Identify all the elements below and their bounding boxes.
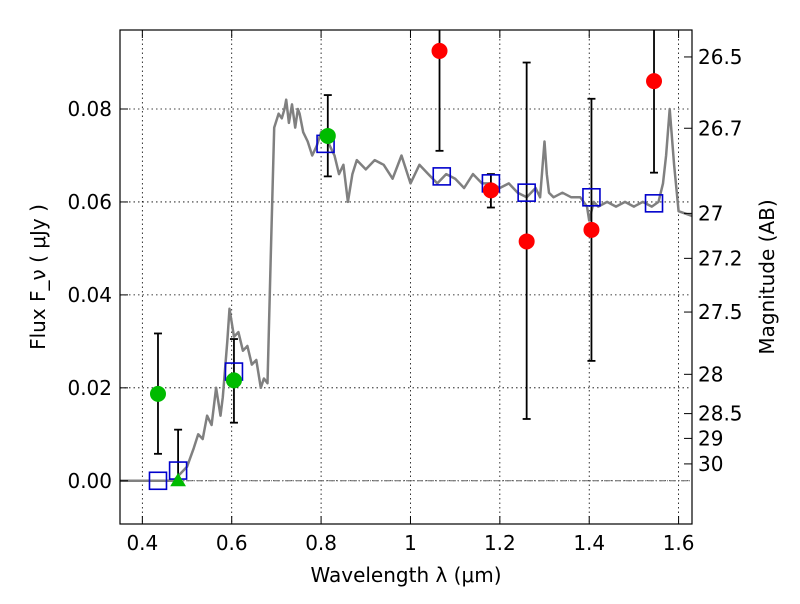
axis-tick-labels: 0.4 0.6 0.8 1 1.2 1.4 1.6 0.00 0.02 0.04 0.06 0.08 2… [67,45,742,555]
red-circle-marker [583,221,600,238]
green-circle-marker [225,372,242,389]
error-bars [153,30,659,482]
model-square-marker [644,194,664,213]
model-square-marker [148,471,168,491]
model-square-marker [517,183,536,202]
red-circle-marker [646,73,663,90]
green-circle-marker [319,127,336,144]
y2-tick-label: 26.5 [698,45,743,69]
plot-frame [119,29,693,525]
x-tick-label: 0.4 [126,531,158,555]
y2-axis-label: Magnitude (AB) [755,199,779,354]
y-tick-label: 0.00 [67,469,112,493]
y2-tick-label: 27.5 [698,300,743,324]
y-tick-label: 0.06 [67,190,112,214]
red-circle-marker [482,182,499,199]
y2-tick-label: 28 [698,362,723,386]
y2-tick-label: 26.7 [698,116,743,140]
y2-tick-label: 29 [698,426,723,450]
x-axis-label: Wavelength λ (μm) [310,563,501,587]
y2-tick-label: 27.2 [698,246,743,270]
y-tick-label: 0.02 [67,376,112,400]
green-circle-marker [149,385,166,402]
y-axis-label: Flux F_ν ( μJy ) [26,204,50,350]
x-tick-label: 0.6 [216,531,248,555]
model-square-marker [432,167,452,186]
y2-tick-label: 30 [698,452,723,476]
data-markers [148,42,664,491]
y2-tick-label: 28.5 [698,402,743,426]
red-circle-marker [431,42,448,59]
y-tick-label: 0.04 [67,283,112,307]
x-tick-label: 0.8 [305,531,337,555]
y-tick-label: 0.08 [67,97,112,121]
x-tick-label: 1.6 [663,531,695,555]
grid-lines [120,30,692,524]
model-square-marker [582,188,601,207]
x-tick-label: 1.2 [484,531,516,555]
y2-tick-label: 27 [698,201,723,225]
x-tick-label: 1.4 [573,531,605,555]
axis-ticks [120,30,692,524]
green-triangle-marker [170,472,186,487]
x-tick-label: 1 [404,531,417,555]
red-circle-marker [518,233,535,250]
model-spectrum-line [120,98,693,483]
